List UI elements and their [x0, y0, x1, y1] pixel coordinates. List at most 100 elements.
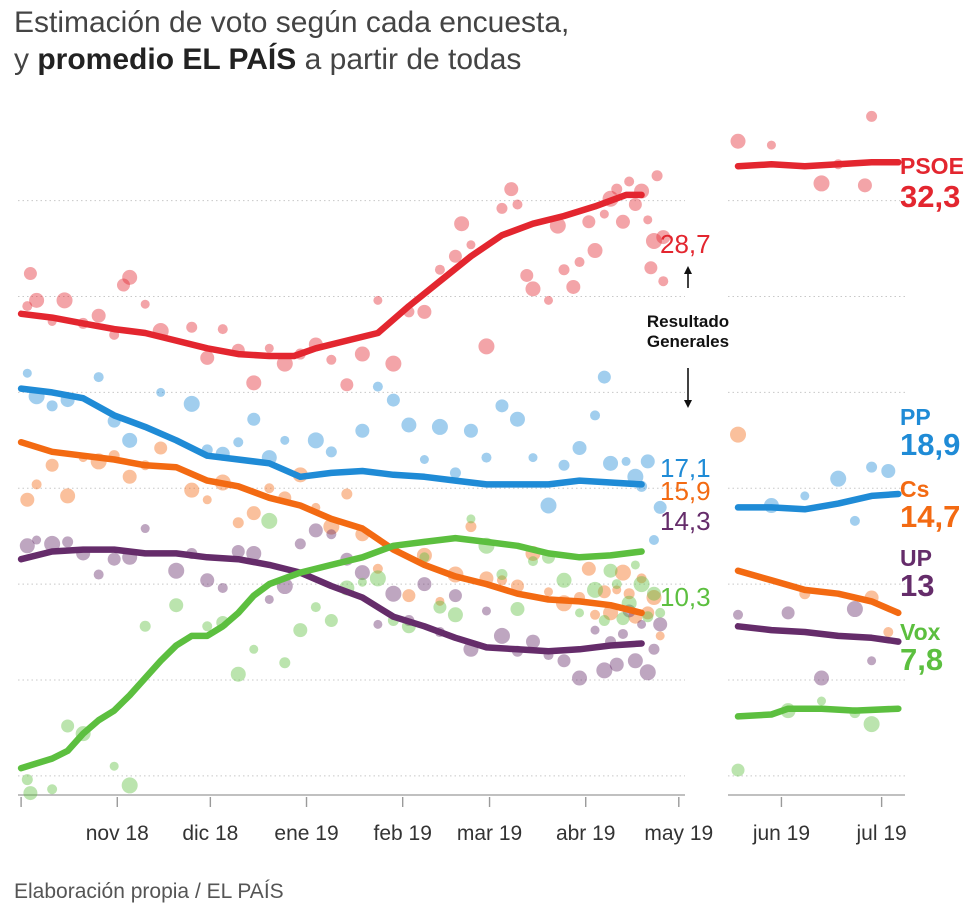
poll-dot-up — [140, 524, 150, 534]
poll-dot-psoe — [434, 264, 445, 275]
x-tick-label: ene 19 — [274, 822, 338, 845]
poll-dot-up — [733, 609, 744, 620]
poll-dot-pp — [640, 454, 655, 469]
poll-dot-vox — [419, 552, 430, 563]
poll-dot-vox — [109, 761, 119, 771]
end-label-psoe-jul: 32,3 — [900, 179, 960, 214]
poll-dot-cs — [614, 564, 631, 581]
poll-dot-vox — [630, 560, 640, 570]
end-label-pp-jul: 18,9 — [900, 427, 960, 462]
poll-dot-vox — [369, 570, 386, 587]
poll-dot-pp — [603, 455, 619, 471]
poll-dot-vox — [121, 777, 138, 794]
poll-dot-psoe — [116, 278, 130, 292]
end-label-psoe-apr: 28,7 — [660, 229, 711, 259]
poll-dot-psoe — [466, 240, 476, 250]
poll-dot-up — [572, 670, 588, 686]
poll-dot-cs — [372, 563, 383, 574]
poll-dot-vox — [61, 719, 75, 733]
poll-dot-psoe — [340, 378, 354, 392]
poll-dot-pp — [621, 456, 631, 466]
poll-dot-pp — [401, 417, 417, 433]
poll-dot-psoe — [624, 176, 635, 187]
poll-dot-cs — [416, 547, 432, 563]
poll-dot-vox — [510, 602, 525, 617]
poll-dot-up — [639, 664, 656, 681]
poll-dot-cs — [232, 517, 244, 529]
poll-dot-up — [448, 589, 462, 603]
poll-dot-vox — [655, 607, 666, 618]
poll-dot-psoe — [611, 183, 623, 195]
poll-dot-cs — [646, 590, 662, 606]
poll-dot-vox — [527, 556, 538, 567]
poll-dot-up — [217, 582, 228, 593]
poll-dot-up — [481, 606, 491, 616]
average-line-pp — [17, 385, 645, 488]
party-name-pp: PP — [900, 404, 931, 430]
poll-dot-up — [264, 594, 274, 604]
poll-dot-vox — [616, 612, 630, 626]
source-credit: Elaboración propia / EL PAÍS — [14, 880, 284, 903]
poll-dot-pp — [463, 423, 478, 438]
poll-dot-psoe — [276, 355, 293, 372]
poll-dot-vox — [293, 623, 308, 638]
poll-dot-psoe — [385, 355, 402, 372]
poll-dot-vox — [357, 577, 367, 587]
x-tick-label: nov 18 — [86, 822, 149, 845]
poll-dot-vox — [139, 620, 151, 632]
poll-dot-cs — [590, 609, 601, 620]
poll-dot-psoe — [651, 170, 663, 182]
party-name-vox: Vox — [900, 619, 941, 645]
poll-dot-psoe — [566, 279, 581, 294]
poll-dot-psoe — [628, 198, 642, 212]
x-tick-label: jun 19 — [752, 822, 810, 845]
poll-dot-up — [617, 628, 628, 639]
poll-dot-up — [648, 643, 660, 655]
poll-dot-psoe — [496, 202, 508, 214]
poll-dot-psoe — [645, 232, 662, 249]
poll-dot-psoe — [574, 257, 585, 268]
poll-dot-psoe — [122, 269, 138, 285]
poll-dot-vox — [261, 512, 278, 529]
poll-dot-psoe — [656, 230, 671, 245]
poll-dot-up — [609, 657, 624, 672]
poll-dot-up — [417, 577, 432, 592]
poll-dot-psoe — [520, 268, 534, 282]
poll-dot-up — [627, 653, 643, 669]
poll-dot-pp — [46, 400, 58, 412]
poll-dot-up — [354, 565, 370, 581]
poll-dot-pp — [540, 497, 557, 514]
average-line-pp — [734, 490, 902, 513]
annotation-line-1: Resultado — [647, 312, 729, 331]
poll-dot-cs — [543, 587, 553, 597]
gridlines — [18, 200, 905, 777]
title-line-2-bold: promedio EL PAÍS — [37, 43, 297, 76]
poll-dot-vox — [598, 615, 610, 627]
poll-dot-vox — [646, 586, 661, 601]
poll-dot-cs — [202, 495, 212, 505]
average-line-cs — [734, 567, 902, 617]
poll-dot-vox — [21, 774, 33, 786]
poll-dot-cs — [20, 492, 35, 507]
poll-dot-pp — [372, 381, 383, 392]
poll-dot-pp — [558, 459, 570, 471]
poll-dot-pp — [280, 435, 290, 445]
title-line-2-suffix: a partir de todas — [296, 43, 522, 76]
poll-dot-vox — [447, 607, 463, 623]
poll-dot-pp — [653, 500, 667, 514]
poll-dot-up — [294, 538, 306, 550]
end-label-up-apr: 14,3 — [660, 506, 711, 536]
poll-dot-pp — [419, 455, 429, 464]
poll-dot-pp — [800, 491, 810, 501]
poll-dot-vox — [603, 563, 618, 578]
poll-dot-cs — [465, 521, 477, 533]
poll-dot-cs — [45, 458, 59, 472]
poll-dot-pp — [509, 411, 525, 427]
poll-dot-pp — [233, 437, 244, 448]
poll-dot-cs — [655, 631, 665, 641]
poll-dot-pp — [830, 470, 847, 487]
poll-dot-psoe — [866, 110, 878, 122]
poll-dot-up — [814, 670, 830, 686]
poll-dot-psoe — [615, 214, 630, 229]
